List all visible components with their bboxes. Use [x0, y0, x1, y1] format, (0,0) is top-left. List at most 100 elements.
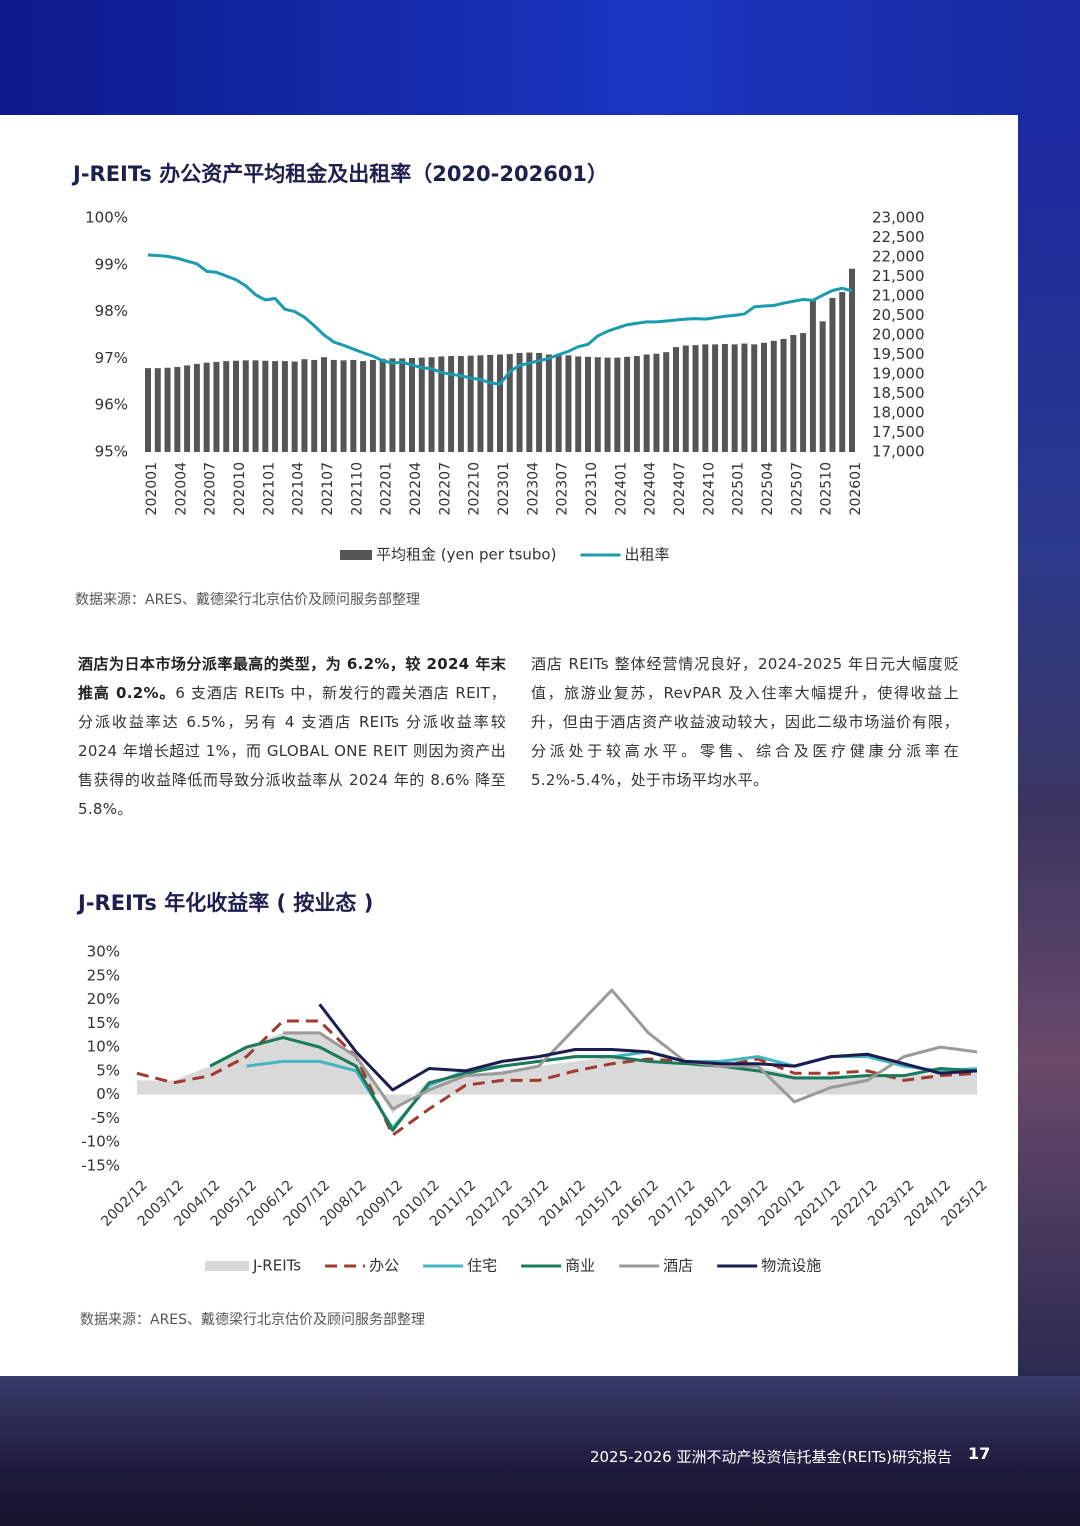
bar	[164, 367, 171, 452]
x-tick-label: 202210	[467, 462, 483, 515]
bar	[428, 357, 435, 452]
bar	[350, 359, 357, 452]
y-tick-label: 15%	[87, 1014, 120, 1032]
bar	[731, 344, 738, 452]
chart-title: J-REITs 年化收益率 ( 按业态 )	[76, 891, 373, 915]
x-tick-label: 202510	[819, 462, 835, 515]
bar	[203, 362, 210, 452]
y-tick-label: 30%	[87, 943, 120, 961]
bar	[614, 357, 621, 452]
bar	[594, 357, 601, 452]
y-tick-label: -10%	[81, 1133, 120, 1151]
y-tick-label: 95%	[95, 443, 128, 461]
x-tick-label: 202104	[291, 462, 307, 516]
bar	[213, 361, 220, 452]
y-tick-label: 98%	[95, 302, 128, 320]
x-tick-label: 202010	[232, 462, 248, 515]
y-tick-label: 96%	[95, 396, 128, 414]
bar	[379, 358, 386, 452]
y-tick-label: 21,500	[872, 267, 925, 285]
series-line	[147, 253, 853, 386]
x-tick-label: 202401	[613, 462, 629, 515]
bar	[702, 344, 709, 452]
legend-label: 商业	[565, 1257, 595, 1275]
y-tick-label: 99%	[95, 255, 128, 273]
bar	[516, 352, 523, 452]
legend-symbol	[340, 550, 372, 560]
bar	[330, 359, 337, 452]
bottom-image	[0, 1376, 1080, 1526]
paragraph-lead: 酒店为日本市场分派率最高的类型，为 6.2%，较 2024 年末推高 0.2%。	[78, 655, 506, 702]
bar	[721, 343, 728, 452]
bar	[624, 356, 631, 452]
y-tick-label: 19,000	[872, 365, 925, 383]
bar	[849, 268, 855, 452]
y-tick-label: -5%	[91, 1109, 120, 1127]
x-tick-label: 202301	[496, 462, 512, 515]
bar	[604, 357, 611, 452]
legend-label: 物流设施	[761, 1257, 821, 1275]
bar	[281, 361, 288, 452]
series-line	[209, 1036, 978, 1132]
bar	[340, 360, 347, 452]
paragraph: 酒店为日本市场分派率最高的类型，为 6.2%，较 2024 年末推高 0.2%。…	[78, 650, 506, 824]
bar	[301, 359, 308, 452]
x-tick-label: 202001	[144, 462, 160, 515]
y-tick-label: 23,000	[872, 209, 925, 227]
bar	[565, 355, 572, 452]
bar	[633, 356, 640, 452]
bar	[467, 355, 474, 452]
bar	[389, 358, 396, 452]
bar	[545, 354, 552, 452]
bar	[418, 357, 425, 452]
bar	[321, 357, 327, 452]
bar	[448, 356, 455, 452]
x-tick-label: 202007	[203, 462, 219, 515]
y-tick-label: 20,000	[872, 326, 925, 344]
y-tick-label: 21,000	[872, 287, 925, 305]
x-tick-label: 202307	[555, 462, 571, 515]
legend-label: J-REITs	[252, 1257, 301, 1275]
bar	[741, 343, 748, 452]
y-tick-label: 18,500	[872, 384, 925, 402]
x-tick-label: 202201	[379, 462, 395, 515]
x-tick-label: 202107	[320, 462, 336, 515]
y-tick-label: 19,500	[872, 345, 925, 363]
bar	[682, 345, 689, 452]
bar	[311, 359, 318, 452]
source-note: 数据来源：ARES、戴德梁行北京估价及顾问服务部整理	[75, 592, 420, 608]
legend-label: 出租率	[624, 546, 669, 564]
y-tick-label: -15%	[81, 1157, 120, 1175]
bar	[770, 340, 777, 452]
x-tick-label: 202407	[672, 462, 688, 515]
series-area	[137, 1032, 977, 1114]
bar	[145, 368, 151, 452]
bar	[790, 335, 797, 452]
bar	[457, 356, 464, 452]
bar	[360, 361, 367, 452]
y-tick-label: 10%	[87, 1038, 120, 1056]
bar	[819, 321, 826, 452]
paragraph-text: 6 支酒店 REITs 中，新发行的霞关酒店 REIT，分派收益率达 6.5%，…	[78, 684, 506, 818]
bar	[497, 354, 503, 452]
series-line	[136, 1019, 978, 1137]
x-tick-label: 202004	[173, 462, 189, 516]
bar	[506, 354, 513, 452]
bar	[585, 356, 591, 452]
x-tick-label: 202410	[701, 462, 717, 515]
bar	[291, 361, 298, 452]
bar	[223, 361, 230, 452]
bar	[751, 344, 758, 452]
y-tick-label: 25%	[87, 966, 120, 984]
y-tick-label: 20,500	[872, 306, 925, 324]
bar	[477, 355, 484, 452]
x-tick-label: 202310	[584, 462, 600, 515]
bar	[252, 360, 259, 452]
bar	[643, 354, 650, 452]
y-tick-label: 22,000	[872, 248, 925, 266]
y-tick-label: 100%	[85, 209, 128, 227]
bar	[780, 338, 787, 452]
bar	[193, 363, 200, 452]
bar	[409, 358, 415, 452]
